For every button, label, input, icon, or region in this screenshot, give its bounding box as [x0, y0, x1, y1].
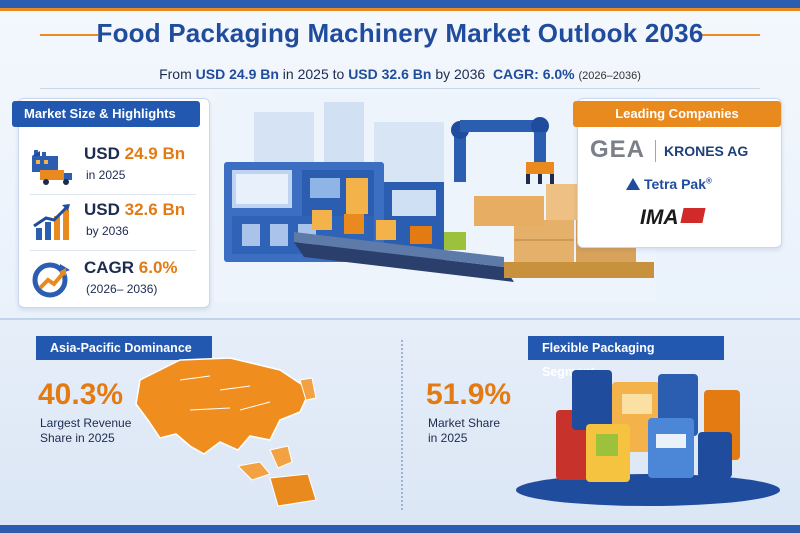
flexible-label: Market Share in 2025	[428, 416, 500, 446]
stat-2036-prefix: USD	[84, 200, 120, 219]
section-separator	[401, 340, 403, 510]
ima-logo: IMA	[640, 206, 706, 230]
subtitle-end-value: USD 32.6 Bn	[348, 66, 432, 82]
asia-label: Largest Revenue Share in 2025	[40, 416, 131, 446]
bottom-stripe	[0, 525, 800, 533]
stat-divider	[30, 250, 196, 251]
cycle-arrow-icon	[32, 262, 70, 298]
stat-cagr-value: 6.0%	[138, 258, 178, 277]
growth-chart-icon	[33, 204, 70, 240]
subtitle-end-year: by 2036	[435, 66, 486, 82]
stat-2036-sub: by 2036	[86, 224, 129, 238]
title-right-line	[702, 34, 760, 36]
stat-2025: USD 24.9 Bn in 2025	[30, 142, 200, 192]
krones-logo: KRONES AG	[664, 143, 749, 159]
logo-divider	[655, 140, 656, 162]
stat-2025-value: 24.9 Bn	[124, 144, 186, 163]
flexible-pouches-illustration	[516, 370, 780, 506]
title-left-line	[40, 34, 98, 36]
highlights-heading: Market Size & Highlights	[12, 101, 200, 127]
tetra-pak-name: Tetra Pak	[644, 176, 706, 192]
stat-cagr-prefix: CAGR	[84, 258, 135, 277]
tetra-triangle-icon	[626, 178, 640, 190]
stat-2025-prefix: USD	[84, 144, 120, 163]
flexible-value: 51.9%	[426, 378, 512, 411]
ima-name: IMA	[640, 206, 679, 229]
top-stripe	[0, 0, 800, 8]
flexible-heading: Flexible Packaging Segment	[528, 336, 724, 379]
bottom-band-line	[0, 318, 800, 320]
companies-heading: Leading Companies	[573, 101, 781, 127]
subtitle-cagr: CAGR: 6.0%	[492, 66, 575, 82]
ima-flag-icon	[679, 208, 706, 223]
asia-label-line1: Largest Revenue	[40, 416, 132, 430]
subtitle-from: From	[159, 66, 192, 82]
page-title: Food Packaging Machinery Market Outlook …	[96, 18, 704, 48]
stat-cagr: CAGR 6.0% (2026– 2036)	[30, 256, 200, 306]
subtitle-start-year: in 2025 to	[282, 66, 345, 82]
factory-truck-icon	[32, 150, 72, 185]
subtitle-start-value: USD 24.9 Bn	[195, 66, 279, 82]
flexible-label-line2: in 2025	[428, 431, 468, 445]
stat-2025-sub: in 2025	[86, 168, 126, 182]
stat-divider	[30, 194, 196, 195]
stat-cagr-sub: (2026– 2036)	[86, 282, 158, 296]
subtitle-cagr-period: (2026–2036)	[578, 70, 641, 82]
header-rule	[40, 88, 760, 89]
gea-logo: GEA	[590, 136, 646, 163]
asia-value: 40.3%	[38, 378, 124, 411]
flexible-label-line1: Market Share	[428, 416, 501, 430]
highlights-card	[18, 98, 210, 308]
top-accent-stripe	[0, 8, 800, 11]
asia-pacific-map	[135, 357, 317, 507]
stat-2036-value: 32.6 Bn	[124, 200, 186, 219]
stat-2036: USD 32.6 Bn by 2036	[30, 198, 200, 248]
tetra-pak-logo: Tetra Pak®	[626, 176, 712, 192]
subtitle: From USD 24.9 Bn in 2025 to USD 32.6 Bn …	[0, 66, 800, 82]
asia-label-line2: Share in 2025	[40, 431, 115, 445]
asia-heading: Asia-Pacific Dominance	[36, 336, 212, 360]
tetra-registered-mark: ®	[706, 176, 712, 186]
